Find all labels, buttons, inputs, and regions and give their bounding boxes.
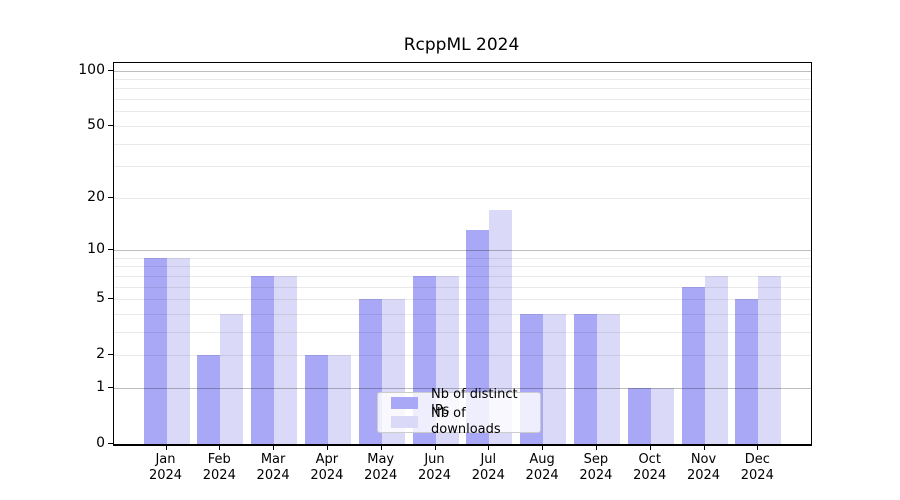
bar-downloads-feb [220, 313, 244, 444]
x-axis-tick-label-apr: Apr 2024 [310, 452, 344, 483]
x-axis-tick-mark-jul [488, 445, 490, 450]
y-axis-tick-label-100: 100 [78, 61, 105, 78]
y-gridline-major-1 [114, 387, 811, 389]
y-axis-tick-mark-10 [108, 248, 113, 250]
bar-downloads-nov [704, 275, 728, 444]
y-axis-tick-mark-100 [108, 69, 113, 71]
y-gridline-minor-90 [114, 79, 811, 81]
bar-downloads-oct [650, 387, 674, 444]
bar-downloads-dec [758, 275, 782, 444]
x-axis-tick-mark-may [380, 445, 382, 450]
x-axis-tick-label-jun: Jun 2024 [417, 452, 452, 483]
bar-downloads-jan [166, 257, 190, 444]
y-gridline-major-100 [114, 70, 811, 72]
plot-area [113, 62, 812, 446]
bar-ips-jul [466, 230, 490, 444]
y-axis-tick-label-50: 50 [87, 116, 105, 133]
bar-ips-sep [573, 313, 597, 444]
legend-label-distinct-ips: Nb of distinct IPs [431, 387, 518, 418]
y-axis-tick-label-1: 1 [96, 378, 105, 395]
legend: Nb of distinct IPs Nb of downloads [377, 387, 541, 437]
y-gridline-minor-80 [114, 88, 811, 90]
y-axis-tick-mark-0 [108, 443, 113, 444]
x-axis-tick-mark-aug [542, 445, 544, 450]
legend-swatch-distinct-ips [391, 397, 418, 409]
bar-downloads-mar [274, 275, 298, 444]
y-gridline-minor-40 [114, 143, 811, 145]
y-axis-tick-label-20: 20 [87, 188, 105, 205]
x-axis-tick-mark-nov [703, 445, 705, 450]
x-axis-tick-label-jul: Jul 2024 [471, 452, 505, 483]
bar-ips-feb [197, 355, 221, 444]
y-gridline-minor-70 [114, 99, 811, 101]
bar-ips-apr [304, 355, 328, 444]
y-axis-tick-mark-50 [108, 124, 113, 126]
x-axis-tick-mark-sep [595, 445, 597, 450]
x-axis-tick-label-mar: Mar 2024 [256, 452, 290, 483]
y-gridline-minor-7 [114, 275, 811, 277]
bar-downloads-aug [543, 313, 567, 444]
legend-item-distinct-ips: Nb of distinct IPs [386, 387, 532, 418]
y-gridline-minor-8 [114, 266, 811, 268]
chart-title: RcppML 2024 [403, 35, 520, 55]
legend-item-downloads: Nb of downloads [386, 406, 532, 437]
bar-ips-dec [735, 299, 759, 444]
x-axis-tick-label-feb: Feb 2024 [202, 452, 236, 483]
y-gridline-minor-4 [114, 313, 811, 315]
y-gridline-minor-50 [114, 125, 811, 127]
y-gridline-minor-60 [114, 111, 811, 113]
x-axis-tick-mark-dec [757, 445, 759, 450]
x-axis-tick-mark-oct [649, 445, 651, 450]
y-axis-tick-label-2: 2 [96, 346, 105, 363]
bar-downloads-sep [596, 313, 620, 444]
bar-ips-oct [627, 387, 651, 444]
bar-downloads-jul [489, 210, 513, 444]
y-gridline-minor-20 [114, 197, 811, 199]
bar-ips-mar [251, 275, 275, 444]
bar-ips-nov [681, 286, 705, 444]
x-axis-tick-mark-jan [165, 445, 167, 450]
x-axis-tick-mark-jun [434, 445, 436, 450]
y-axis-tick-label-0: 0 [96, 435, 105, 451]
y-axis-tick-mark-20 [108, 196, 113, 198]
legend-label-downloads: Nb of downloads [431, 406, 501, 437]
x-axis-tick-label-dec: Dec 2024 [740, 452, 774, 483]
y-axis-tick-label-10: 10 [87, 240, 105, 257]
x-axis-tick-label-may: May 2024 [364, 452, 398, 483]
x-axis-tick-label-aug: Aug 2024 [525, 452, 559, 483]
bar-ips-may [358, 299, 382, 444]
x-axis-tick-label-jan: Jan 2024 [148, 452, 183, 483]
y-gridline-minor-3 [114, 331, 811, 333]
bar-ips-jan [143, 257, 167, 444]
y-gridline-minor-5 [114, 299, 811, 301]
y-gridline-major-10 [114, 249, 811, 251]
x-axis-tick-mark-feb [219, 445, 221, 450]
x-axis-tick-label-oct: Oct 2024 [633, 452, 667, 483]
x-axis-tick-label-nov: Nov 2024 [686, 452, 721, 483]
bar-downloads-apr [327, 355, 351, 444]
y-axis-tick-mark-5 [108, 298, 113, 300]
x-axis-tick-mark-apr [326, 445, 328, 450]
y-gridline-minor-2 [114, 355, 811, 357]
x-axis-tick-mark-mar [273, 445, 275, 450]
y-gridline-minor-6 [114, 286, 811, 288]
legend-swatch-downloads [391, 416, 418, 428]
y-gridline-minor-30 [114, 166, 811, 168]
y-gridline-minor-9 [114, 257, 811, 259]
y-axis-tick-mark-2 [108, 354, 113, 356]
x-axis-tick-label-sep: Sep 2024 [579, 452, 613, 483]
y-axis-tick-label-5: 5 [96, 290, 105, 307]
y-axis-tick-mark-1 [108, 386, 113, 388]
